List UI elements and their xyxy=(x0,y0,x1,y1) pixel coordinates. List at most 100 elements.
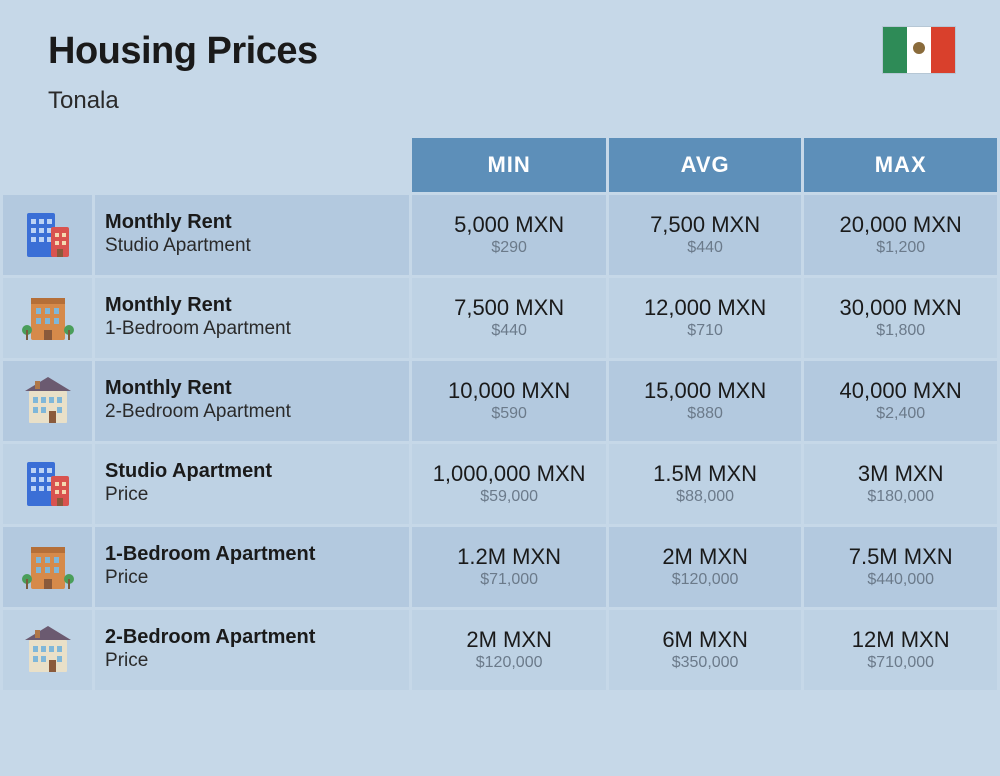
value-usd: $880 xyxy=(609,405,802,423)
value-usd: $440 xyxy=(609,239,802,257)
cell-avg: 7,500 MXN$440 xyxy=(609,195,802,275)
row-label-cell: Monthly Rent2-Bedroom Apartment xyxy=(95,361,409,441)
row-subtitle: Price xyxy=(105,484,409,506)
house-icon xyxy=(3,620,92,678)
value-local: 30,000 MXN xyxy=(804,295,997,321)
row-label-cell: Monthly RentStudio Apartment xyxy=(95,195,409,275)
value-usd: $290 xyxy=(412,239,605,257)
cell-avg: 2M MXN$120,000 xyxy=(609,527,802,607)
value-usd: $1,200 xyxy=(804,239,997,257)
cell-min: 7,500 MXN$440 xyxy=(412,278,605,358)
row-title: Monthly Rent xyxy=(105,294,409,317)
table-row: Studio ApartmentPrice1,000,000 MXN$59,00… xyxy=(3,444,997,524)
housing-prices-table: MIN AVG MAX Monthly RentStudio Apartment… xyxy=(0,135,1000,693)
row-subtitle: Studio Apartment xyxy=(105,235,409,257)
value-usd: $710 xyxy=(609,322,802,340)
buildings-icon xyxy=(3,454,92,512)
value-local: 1,000,000 MXN xyxy=(412,461,605,487)
row-icon-cell xyxy=(3,278,92,358)
cell-avg: 1.5M MXN$88,000 xyxy=(609,444,802,524)
row-title: Studio Apartment xyxy=(105,460,409,483)
table-row: 1-Bedroom ApartmentPrice1.2M MXN$71,0002… xyxy=(3,527,997,607)
page-title: Housing Prices xyxy=(48,30,952,73)
value-local: 2M MXN xyxy=(609,544,802,570)
cell-min: 10,000 MXN$590 xyxy=(412,361,605,441)
value-usd: $440 xyxy=(412,322,605,340)
cell-avg: 6M MXN$350,000 xyxy=(609,610,802,690)
header-min: MIN xyxy=(412,138,605,192)
row-label-cell: Studio ApartmentPrice xyxy=(95,444,409,524)
mexico-flag-icon xyxy=(882,26,956,74)
value-local: 20,000 MXN xyxy=(804,212,997,238)
table-row: 2-Bedroom ApartmentPrice2M MXN$120,0006M… xyxy=(3,610,997,690)
cell-min: 1.2M MXN$71,000 xyxy=(412,527,605,607)
value-usd: $59,000 xyxy=(412,488,605,506)
apartment-icon xyxy=(3,537,92,595)
table-row: Monthly RentStudio Apartment5,000 MXN$29… xyxy=(3,195,997,275)
apartment-icon xyxy=(3,288,92,346)
header-max: MAX xyxy=(804,138,997,192)
header-blank-label xyxy=(95,138,409,192)
row-icon-cell xyxy=(3,195,92,275)
value-local: 6M MXN xyxy=(609,627,802,653)
value-usd: $71,000 xyxy=(412,571,605,589)
table-row: Monthly Rent2-Bedroom Apartment10,000 MX… xyxy=(3,361,997,441)
value-local: 7,500 MXN xyxy=(609,212,802,238)
cell-min: 2M MXN$120,000 xyxy=(412,610,605,690)
value-local: 7.5M MXN xyxy=(804,544,997,570)
cell-avg: 12,000 MXN$710 xyxy=(609,278,802,358)
cell-max: 30,000 MXN$1,800 xyxy=(804,278,997,358)
value-local: 3M MXN xyxy=(804,461,997,487)
value-usd: $120,000 xyxy=(412,654,605,672)
row-title: Monthly Rent xyxy=(105,377,409,400)
value-usd: $180,000 xyxy=(804,488,997,506)
row-icon-cell xyxy=(3,610,92,690)
header-blank-icon xyxy=(3,138,92,192)
value-usd: $120,000 xyxy=(609,571,802,589)
value-usd: $440,000 xyxy=(804,571,997,589)
value-local: 12,000 MXN xyxy=(609,295,802,321)
value-local: 12M MXN xyxy=(804,627,997,653)
value-usd: $350,000 xyxy=(609,654,802,672)
value-usd: $590 xyxy=(412,405,605,423)
cell-max: 3M MXN$180,000 xyxy=(804,444,997,524)
header-avg: AVG xyxy=(609,138,802,192)
row-title: Monthly Rent xyxy=(105,211,409,234)
table-header-row: MIN AVG MAX xyxy=(3,138,997,192)
page-location: Tonala xyxy=(48,87,952,115)
row-icon-cell xyxy=(3,527,92,607)
value-local: 7,500 MXN xyxy=(412,295,605,321)
value-local: 10,000 MXN xyxy=(412,378,605,404)
row-subtitle: Price xyxy=(105,650,409,672)
row-icon-cell xyxy=(3,361,92,441)
row-subtitle: 1-Bedroom Apartment xyxy=(105,318,409,340)
cell-max: 7.5M MXN$440,000 xyxy=(804,527,997,607)
value-local: 1.5M MXN xyxy=(609,461,802,487)
row-subtitle: 2-Bedroom Apartment xyxy=(105,401,409,423)
value-local: 15,000 MXN xyxy=(609,378,802,404)
value-usd: $710,000 xyxy=(804,654,997,672)
row-subtitle: Price xyxy=(105,567,409,589)
page-header: Housing Prices Tonala xyxy=(0,0,1000,135)
house-icon xyxy=(3,371,92,429)
table-row: Monthly Rent1-Bedroom Apartment7,500 MXN… xyxy=(3,278,997,358)
row-title: 1-Bedroom Apartment xyxy=(105,543,409,566)
row-title: 2-Bedroom Apartment xyxy=(105,626,409,649)
cell-min: 1,000,000 MXN$59,000 xyxy=(412,444,605,524)
row-label-cell: 2-Bedroom ApartmentPrice xyxy=(95,610,409,690)
cell-min: 5,000 MXN$290 xyxy=(412,195,605,275)
cell-max: 12M MXN$710,000 xyxy=(804,610,997,690)
value-local: 5,000 MXN xyxy=(412,212,605,238)
cell-max: 40,000 MXN$2,400 xyxy=(804,361,997,441)
buildings-icon xyxy=(3,205,92,263)
row-label-cell: Monthly Rent1-Bedroom Apartment xyxy=(95,278,409,358)
cell-avg: 15,000 MXN$880 xyxy=(609,361,802,441)
cell-max: 20,000 MXN$1,200 xyxy=(804,195,997,275)
row-icon-cell xyxy=(3,444,92,524)
value-usd: $88,000 xyxy=(609,488,802,506)
value-local: 40,000 MXN xyxy=(804,378,997,404)
value-local: 2M MXN xyxy=(412,627,605,653)
value-usd: $1,800 xyxy=(804,322,997,340)
value-usd: $2,400 xyxy=(804,405,997,423)
row-label-cell: 1-Bedroom ApartmentPrice xyxy=(95,527,409,607)
